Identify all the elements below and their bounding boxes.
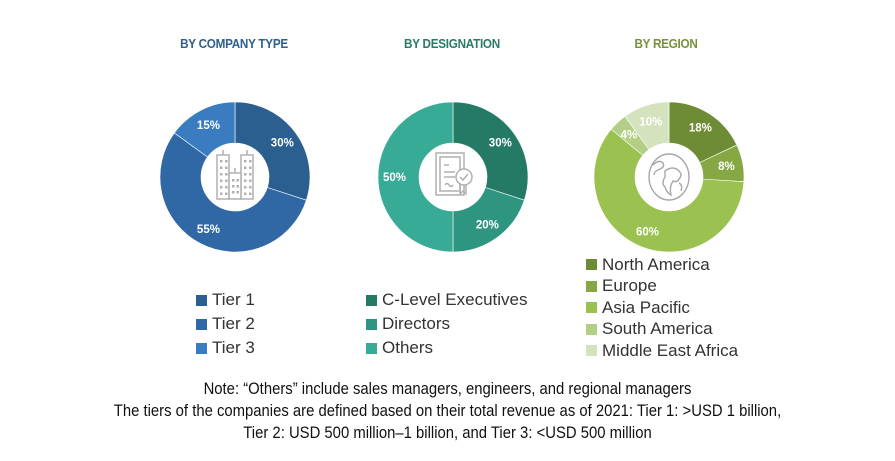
data-label: 30%: [489, 138, 512, 150]
legend-swatch: [586, 280, 597, 292]
legend-item: North America: [586, 254, 738, 276]
data-label: 60%: [636, 226, 659, 238]
legend-label: Tier 2: [212, 314, 255, 333]
legend-swatch: [586, 302, 597, 314]
legend-label: Directors: [382, 314, 451, 333]
legend-label: Others: [382, 338, 434, 357]
data-label: 15%: [197, 120, 220, 132]
data-label: 10%: [639, 116, 662, 128]
legend-designation: C-Level Executives Directors Others: [366, 288, 528, 360]
footnotes: Note: “Others” include sales managers, e…: [0, 378, 895, 444]
legend-item: South America: [586, 319, 738, 341]
legend-swatch: [196, 342, 207, 354]
note-tiers-1: The tiers of the companies are defined b…: [113, 402, 782, 420]
legend-item: Europe: [586, 276, 738, 298]
data-label: 20%: [476, 219, 499, 231]
legend-label: South America: [602, 319, 713, 339]
certificate-icon: [435, 152, 473, 196]
legend-swatch: [196, 294, 207, 306]
legend-item: Middle East Africa: [586, 340, 738, 362]
chart-title-region: BY REGION: [634, 36, 698, 51]
note-others: Note: “Others” include sales managers, e…: [203, 380, 692, 398]
legend-swatch: [586, 345, 597, 357]
globe-icon: [648, 153, 690, 201]
legend-swatch: [366, 318, 377, 330]
legend-label: North America: [602, 254, 710, 274]
legend-item: Tier 2: [196, 312, 255, 336]
legend-item: Tier 3: [196, 336, 255, 360]
chart-title-designation: BY DESIGNATION: [404, 36, 500, 51]
legend-label: Tier 3: [212, 338, 255, 357]
donut-chart-region: 18% 8% 60% 4%10%: [593, 101, 745, 253]
buildings-icon: [216, 150, 254, 200]
legend-label: Middle East Africa: [602, 340, 739, 360]
slice-middle-east-africa: [624, 101, 670, 150]
data-label: 50%: [383, 172, 406, 184]
legend-item: Asia Pacific: [586, 297, 738, 319]
data-label: 4%: [621, 129, 638, 141]
legend-label: Tier 1: [212, 290, 255, 309]
legend-label: Europe: [602, 276, 657, 296]
legend-item: Directors: [366, 312, 528, 336]
legend-label: C-Level Executives: [382, 290, 528, 309]
legend-item: Others: [366, 336, 528, 360]
legend-company-type: Tier 1 Tier 2 Tier 3: [196, 288, 255, 360]
legend-item: C-Level Executives: [366, 288, 528, 312]
legend-swatch: [366, 294, 377, 306]
donut-hole: [635, 143, 703, 211]
legend-swatch: [586, 259, 597, 271]
legend-label: Asia Pacific: [602, 297, 690, 317]
legend-item: Tier 1: [196, 288, 255, 312]
data-label: 30%: [271, 138, 294, 150]
legend-swatch: [196, 318, 207, 330]
chart-title-company-type: BY COMPANY TYPE: [180, 36, 288, 51]
data-label: 18%: [689, 123, 712, 135]
legend-swatch: [586, 323, 597, 335]
donut-chart-company-type: 30% 55% 15%: [159, 101, 311, 253]
donut-chart-designation: 30% 20% 50%: [377, 101, 529, 253]
legend-region: North America Europe Asia Pacific South Ame…: [586, 254, 738, 362]
note-tiers-2: Tier 2: USD 500 million–1 billion, and T…: [243, 424, 652, 442]
data-label: 55%: [197, 224, 220, 236]
data-label: 8%: [718, 161, 735, 173]
legend-swatch: [366, 342, 377, 354]
